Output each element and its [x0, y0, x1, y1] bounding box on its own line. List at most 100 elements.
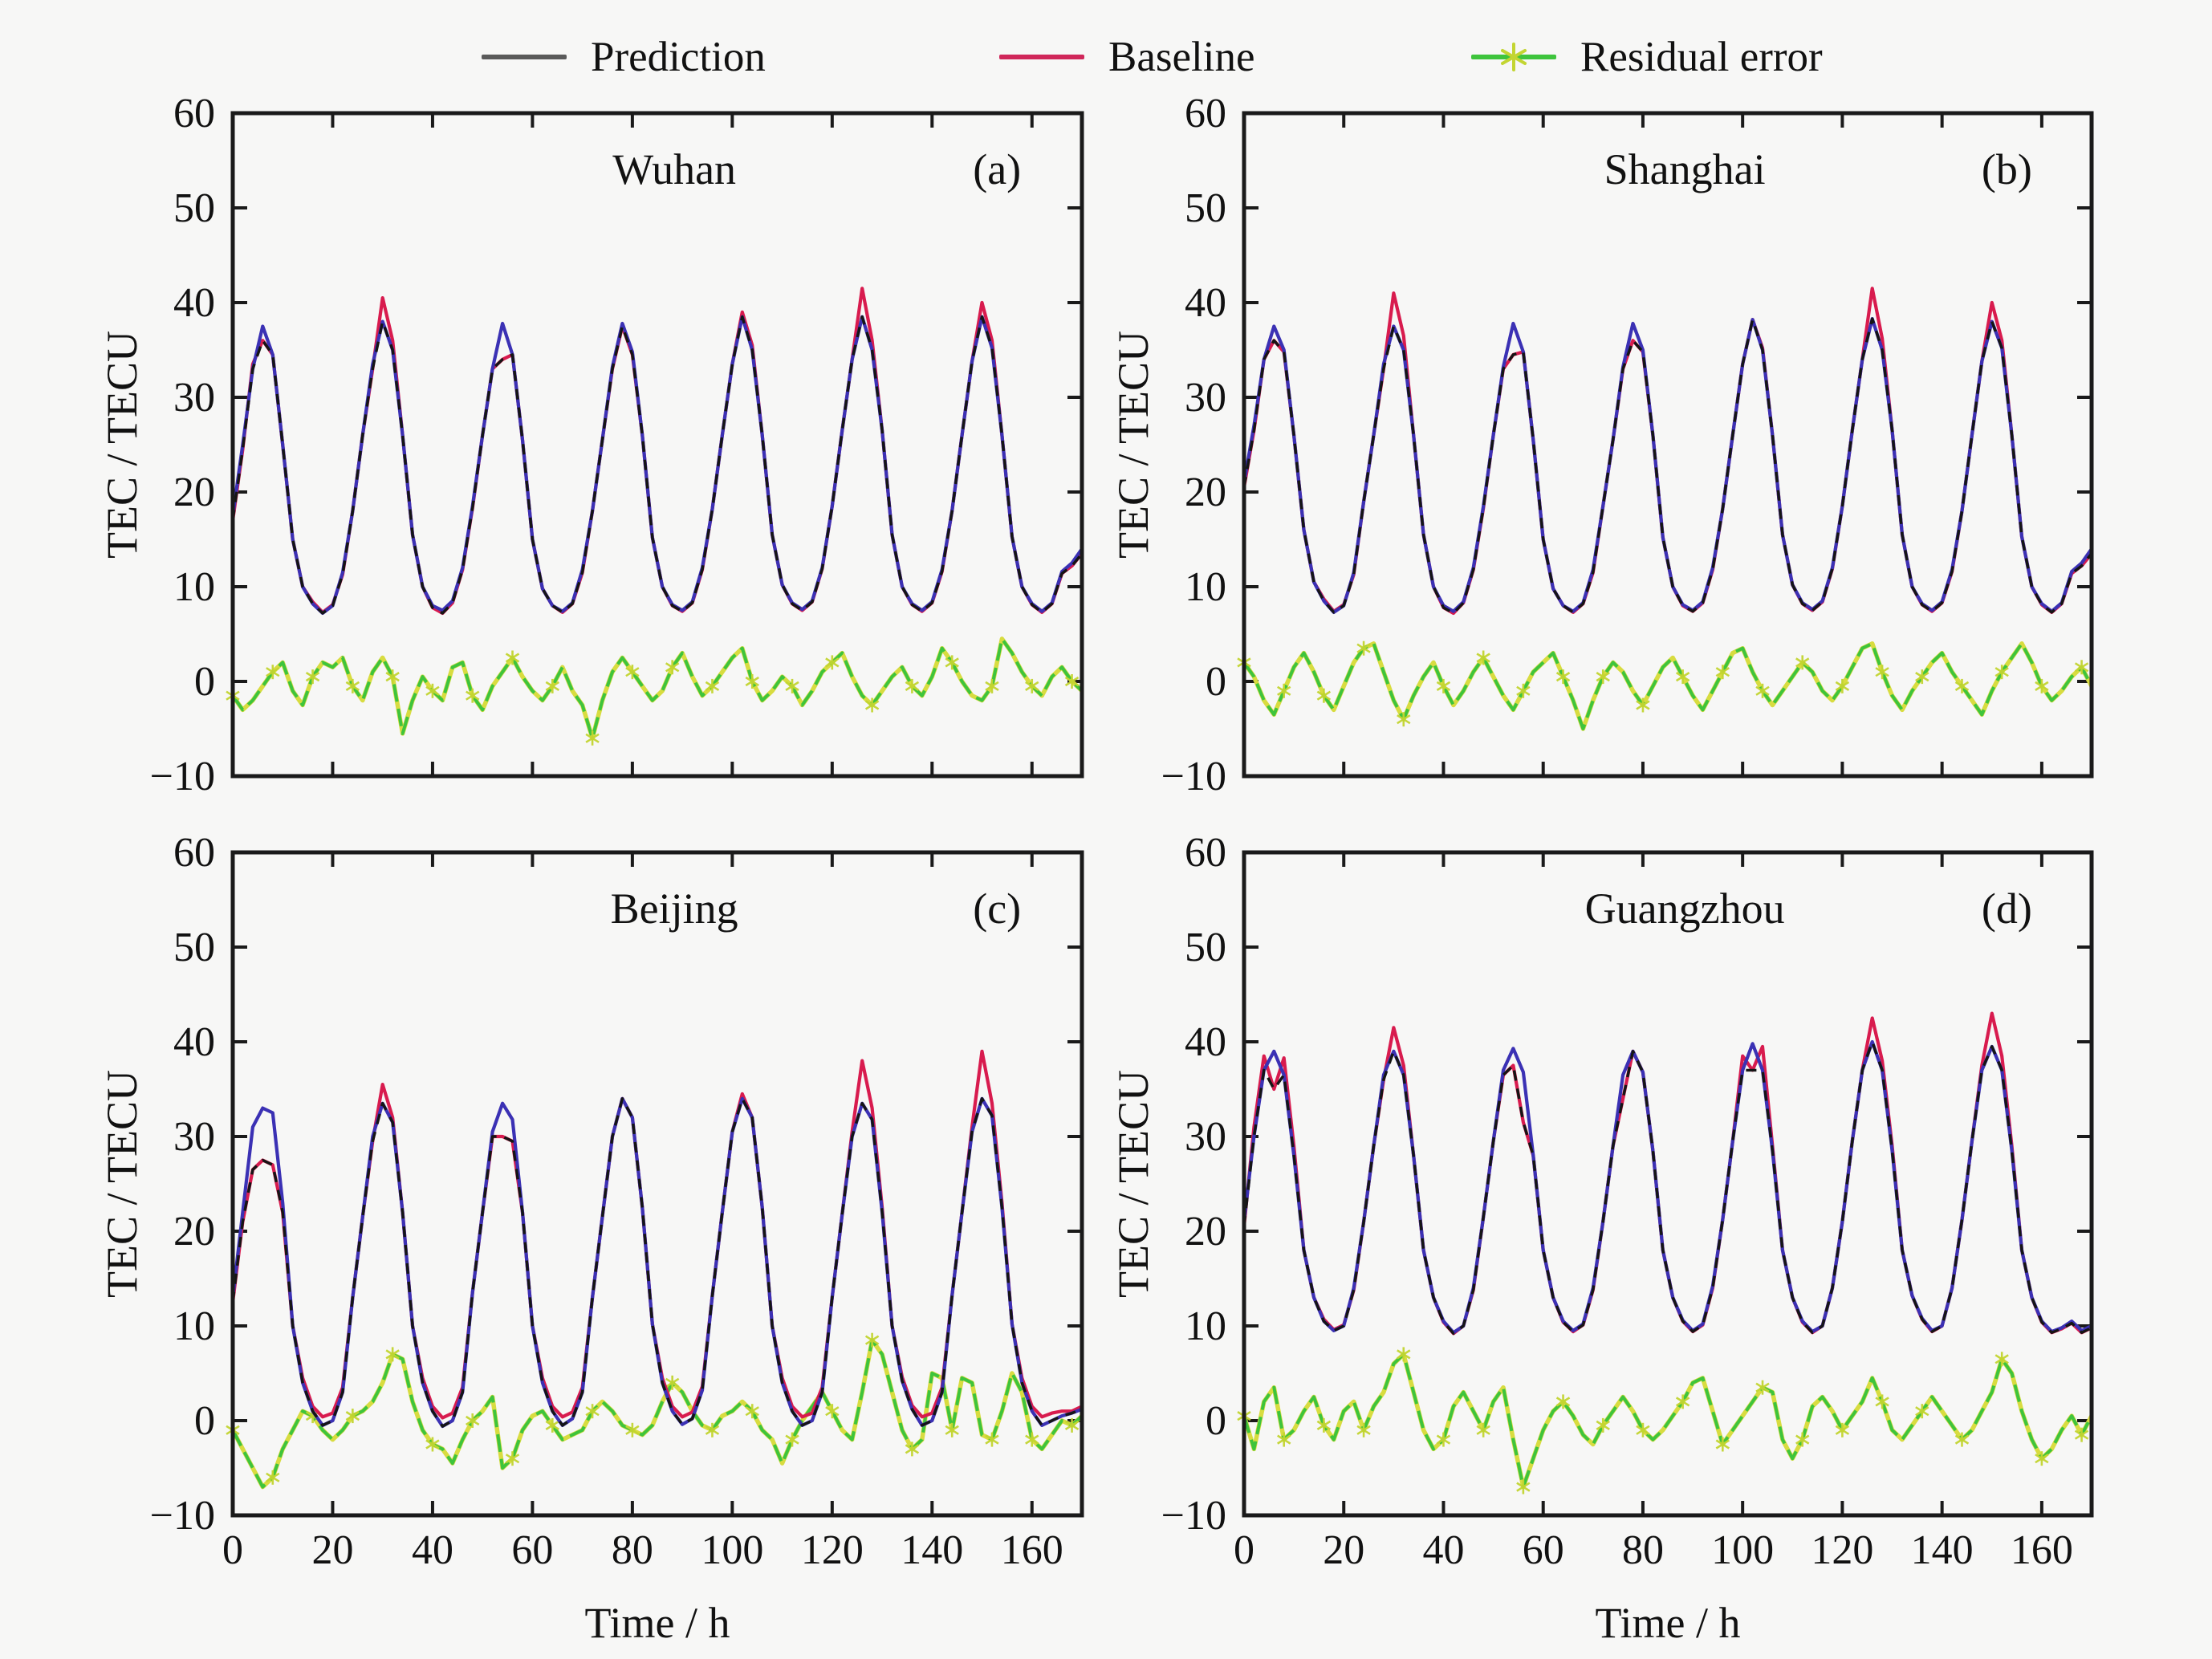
x-tick-label: 100 [1711, 1527, 1774, 1573]
residual-error-line [231, 1338, 1084, 1489]
x-tick-label: 60 [1523, 1527, 1564, 1573]
panel-city-title: Beijing [611, 884, 738, 933]
y-tick-label: 50 [1185, 925, 1226, 970]
residual-asterisk-markers [1237, 1347, 2089, 1494]
prediction-line-sample [482, 41, 567, 73]
x-tick-label: 160 [2011, 1527, 2073, 1573]
y-tick-label: 60 [173, 91, 215, 136]
y-tick-label: 20 [1185, 1209, 1226, 1254]
prediction-line [230, 315, 1084, 616]
y-tick-label: 60 [173, 830, 215, 876]
y-tick-label: 20 [1185, 470, 1226, 515]
x-tick-label: 140 [901, 1527, 963, 1573]
residual-asterisk-markers [226, 650, 1080, 746]
x-tick-label: 160 [1001, 1527, 1063, 1573]
x-tick-label: 40 [412, 1527, 453, 1573]
legend-label-baseline: Baseline [1108, 34, 1255, 80]
plot-spines [230, 850, 1084, 1518]
y-tick-label: −10 [1161, 1493, 1226, 1539]
x-tick-label: 60 [511, 1527, 553, 1573]
x-tick-label: 20 [311, 1527, 353, 1573]
baseline-line-sample [999, 41, 1084, 73]
observed-dashed-line [1242, 1040, 2092, 1336]
y-tick-label: 0 [1206, 1398, 1226, 1444]
x-tick-label: 0 [1234, 1527, 1254, 1573]
x-tick-label: 140 [1911, 1527, 1974, 1573]
panel-tag: (b) [1982, 145, 2032, 193]
y-tick-label: 10 [173, 564, 215, 610]
x-tick-label: 0 [222, 1527, 243, 1573]
plot-spines [1242, 850, 2094, 1518]
y-tick-label: 0 [194, 1398, 215, 1444]
y-axis-title: TEC / TECU [98, 331, 146, 559]
legend-item-prediction: Prediction [482, 29, 766, 85]
panel-city-title: Shanghai [1604, 145, 1766, 193]
panel-city-title: Wuhan [612, 145, 736, 193]
x-axis-title: Time / h [584, 1599, 730, 1647]
panel-b: −10 0 10 20 30 40 50 60 TEC / TECU Shanghai (b) [1109, 91, 2094, 799]
y-tick-label: 10 [1185, 1303, 1226, 1349]
panel-tag: (a) [973, 145, 1021, 193]
residual-underlay-line [230, 636, 1084, 741]
prediction-line [230, 1096, 1083, 1429]
residual-error-line [1242, 641, 2093, 730]
y-tick-label: 60 [1185, 830, 1226, 876]
x-tick-label: 80 [612, 1527, 653, 1573]
y-tick-label: 60 [1185, 91, 1226, 136]
observed-dashed-line [1242, 317, 2093, 615]
plot-spines [230, 111, 1084, 779]
y-axis-title: TEC / TECU [98, 1070, 146, 1298]
legend-item-residual: Residual error [1471, 29, 1823, 85]
x-tick-label: 40 [1422, 1527, 1464, 1573]
observed-dashed-line [231, 315, 1084, 615]
panel-tag: (c) [973, 884, 1021, 933]
y-tick-label: 40 [1185, 1019, 1226, 1065]
y-tick-label: 10 [173, 1303, 215, 1349]
observed-dashed-line [231, 1097, 1083, 1428]
y-tick-label: −10 [150, 754, 215, 799]
y-tick-label: 30 [1185, 375, 1226, 421]
x-tick-label: 100 [701, 1527, 763, 1573]
residual-line-sample [1471, 41, 1556, 73]
panel-tag: (d) [1982, 884, 2032, 933]
y-tick-label: 50 [1185, 185, 1226, 231]
residual-asterisk-markers [226, 1332, 1080, 1485]
residual-asterisk-markers [1237, 640, 2089, 727]
plot-spines [1242, 111, 2094, 779]
y-tick-label: 0 [194, 659, 215, 705]
asterisk-marker-icon [1501, 43, 1527, 71]
y-tick-label: −10 [1161, 754, 1226, 799]
y-tick-label: 30 [173, 375, 215, 421]
baseline-line-icon [999, 55, 1084, 59]
x-tick-label: 120 [801, 1527, 864, 1573]
x-tick-label: 80 [1622, 1527, 1664, 1573]
y-tick-label: 0 [1206, 659, 1226, 705]
legend: Prediction Baseline Residual error [0, 29, 2212, 85]
y-tick-label: 40 [1185, 280, 1226, 326]
x-tick-label: 20 [1323, 1527, 1364, 1573]
panel-a: −10 0 10 20 30 40 50 60 TEC / TECU Wuhan (a) [98, 91, 1084, 799]
y-axis-title: TEC / TECU [1109, 1070, 1157, 1298]
x-axis-title: Time / h [1595, 1599, 1740, 1647]
y-tick-label: 40 [173, 280, 215, 326]
x-tick-label: 120 [1811, 1527, 1873, 1573]
y-tick-label: 50 [173, 185, 215, 231]
y-tick-label: 20 [173, 1209, 215, 1254]
residual-error-line [1242, 1352, 2093, 1489]
y-tick-label: 30 [173, 1114, 215, 1160]
legend-label-residual: Residual error [1580, 34, 1823, 80]
y-tick-label: 10 [1185, 564, 1226, 610]
y-tick-label: −10 [150, 1493, 215, 1539]
legend-item-baseline: Baseline [999, 29, 1255, 85]
axis-ticks [1242, 851, 2092, 1517]
y-axis-title: TEC / TECU [1109, 331, 1157, 559]
residual-underlay-line [1242, 641, 2094, 731]
y-tick-label: 50 [173, 925, 215, 970]
y-tick-label: 20 [173, 470, 215, 515]
y-tick-label: 30 [1185, 1114, 1226, 1160]
prediction-line-icon [482, 55, 567, 59]
